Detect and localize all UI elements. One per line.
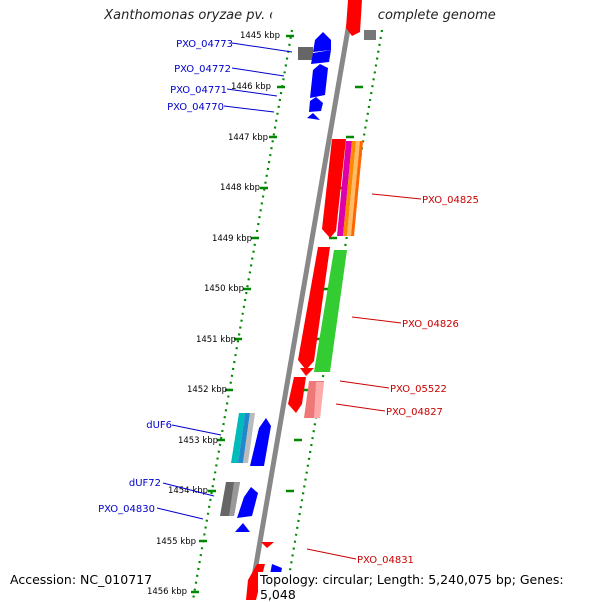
top-features: [346, 0, 376, 40]
blue-features-top: [298, 32, 331, 120]
feature-dUF72-block: [220, 482, 258, 532]
feature-dUF6-block: [231, 413, 271, 466]
label-PXO_04827: PXO_04827: [386, 407, 443, 418]
tick-label-1449: 1449 kbp: [212, 234, 252, 244]
feature-PXO_04770: [307, 113, 320, 120]
tick-label-1451: 1451 kbp: [196, 335, 236, 345]
tick-label-1450: 1450 kbp: [204, 284, 244, 294]
label-dUF6: dUF6: [146, 420, 172, 431]
tick-label-1445: 1445 kbp: [240, 31, 280, 41]
label-dUF72: dUF72: [129, 478, 161, 489]
feature-PXO_05522-block: [288, 377, 324, 418]
tick-label-1456: 1456 kbp: [147, 587, 187, 597]
feature-PXO_04826-block: [298, 247, 347, 376]
label-PXO_04826: PXO_04826: [402, 319, 459, 330]
label-PXO_04773: PXO_04773: [176, 39, 233, 50]
left-gene-labels: PXO_04773 PXO_04772 PXO_04771 PXO_04770 …: [98, 39, 233, 515]
feature-PXO_04773-b: [311, 50, 331, 64]
left-leader-lines: [156, 42, 293, 520]
tick-label-1454: 1454 kbp: [168, 486, 208, 496]
label-PXO_04830: PXO_04830: [98, 504, 155, 515]
tick-label-1452: 1452 kbp: [187, 385, 227, 395]
feature-gray-04773: [298, 47, 313, 60]
label-PXO_04772: PXO_04772: [174, 64, 231, 75]
tick-label-1455: 1455 kbp: [156, 537, 196, 547]
label-PXO_04770: PXO_04770: [167, 102, 224, 113]
genome-summary-text: Topology: circular; Length: 5,240,075 bp…: [258, 572, 600, 602]
label-PXO_04771: PXO_04771: [170, 85, 227, 96]
tick-label-1446: 1446 kbp: [231, 82, 271, 92]
right-leader-lines: [306, 193, 422, 560]
feature-PXO_04771: [309, 97, 323, 112]
genome-backbone: [247, 0, 356, 600]
tick-label-1447: 1447 kbp: [228, 133, 268, 143]
tick-marks: [191, 34, 372, 594]
feature-PXO_04772: [310, 64, 328, 98]
right-gene-labels: PXO_04825 PXO_04826 PXO_05522 PXO_04827 …: [357, 195, 479, 566]
feature-PXO_04825-block: [322, 139, 363, 238]
label-PXO_04831: PXO_04831: [357, 555, 414, 566]
tick-label-1453: 1453 kbp: [178, 436, 218, 446]
tick-label-1448: 1448 kbp: [220, 183, 260, 193]
label-PXO_05522: PXO_05522: [390, 384, 447, 395]
feature-PXO_04773: [313, 32, 331, 52]
feature-gray-top: [364, 30, 376, 40]
tick-labels: 1445 kbp 1446 kbp 1447 kbp 1448 kbp 1449…: [147, 31, 280, 597]
feature-red-top: [346, 0, 362, 36]
label-PXO_04825: PXO_04825: [422, 195, 479, 206]
accession-text: Accession: NC_010717: [8, 572, 155, 587]
